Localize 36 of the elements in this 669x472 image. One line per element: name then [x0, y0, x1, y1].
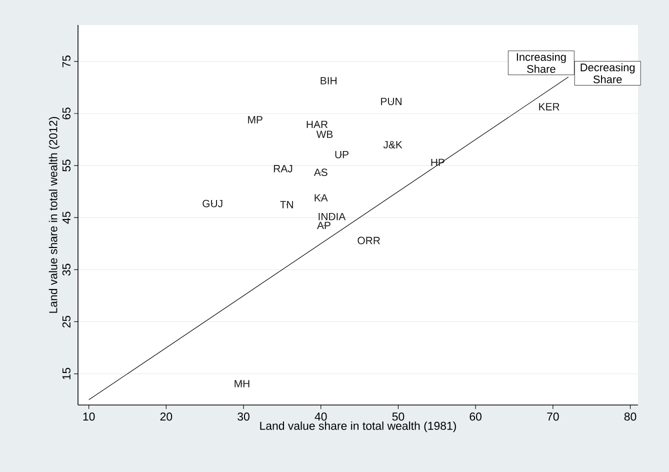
y-tick-label: 55 [62, 160, 70, 172]
series-label: ORR [358, 236, 380, 244]
x-tick-label: 60 [470, 412, 482, 421]
series-label: HAR [306, 120, 328, 128]
series-label: MH [234, 380, 250, 388]
x-tick-label: 80 [624, 412, 636, 421]
y-tick-label: 25 [62, 316, 70, 328]
series-label: TN [280, 201, 293, 208]
annotation: Increasing Share [516, 52, 566, 73]
x-tick-label: 40 [314, 412, 327, 421]
x-tick-label: 10 [83, 412, 95, 421]
series-label: INDIA [318, 212, 346, 220]
y-tick-label: 45 [62, 212, 70, 224]
x-axis-title: Land value share in total wealth (1981) [260, 421, 456, 432]
x-tick-label: 70 [547, 412, 559, 421]
annotation: Decreasing Share [580, 63, 635, 84]
y-tick-label: 65 [62, 108, 70, 120]
series-label: AS [314, 168, 328, 176]
y-tick-label: 75 [62, 56, 70, 68]
series-label: KA [314, 194, 328, 202]
series-label: AP [317, 222, 330, 230]
series-label: RAJ [274, 165, 292, 172]
x-tick-label: 30 [238, 412, 250, 421]
y-tick-label: 15 [62, 368, 70, 380]
y-axis-title: Land value share in total wealth (2012) [48, 117, 60, 313]
series-label: UP [335, 150, 348, 158]
series-label: BIH [320, 77, 336, 84]
series-label: KER [539, 103, 560, 110]
y-tick-label: 35 [62, 264, 70, 276]
series-label: MP [248, 116, 262, 124]
x-tick-label: 50 [392, 412, 404, 421]
series-label: GUJ [202, 200, 222, 208]
x-tick-label: 20 [160, 412, 172, 421]
series-label: WB [316, 130, 333, 138]
series-label: PUN [381, 98, 402, 106]
series-label: J&K [383, 141, 402, 148]
